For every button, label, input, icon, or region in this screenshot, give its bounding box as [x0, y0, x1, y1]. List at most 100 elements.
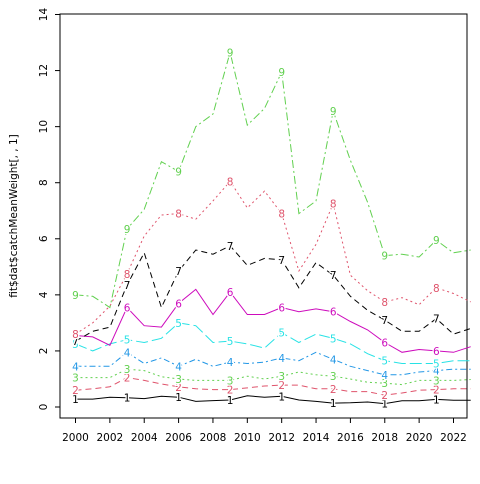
series-point-label: 2	[175, 382, 182, 394]
series-point-label: 3	[227, 375, 234, 387]
series-point-label: 7	[433, 314, 440, 326]
series-point-label: 5	[330, 333, 337, 345]
series-point-label: 2	[330, 384, 337, 396]
x-tick-label: 2000	[62, 432, 89, 444]
series-line-2	[75, 377, 471, 396]
series-point-label: 1	[124, 393, 131, 405]
series-point-label: 6	[175, 298, 182, 310]
series-point-label: 8	[175, 209, 182, 221]
y-tick-label: 4	[38, 291, 50, 298]
series-point-label: 4	[278, 353, 285, 365]
series-point-label: 4	[433, 366, 440, 378]
x-axis: 2000 2002 2004 2006 2008 2010 2012 2014 2016 2018…	[62, 418, 467, 444]
series-point-label: 3	[330, 371, 337, 383]
y-tick-label: 10	[38, 120, 50, 133]
series-point-label: 9	[72, 290, 79, 302]
series-point-label: 7	[330, 270, 337, 282]
series-5: 5 5 5 5 5 5 5 5	[71, 317, 471, 372]
series-line-1	[75, 395, 471, 405]
series-point-label: 9	[433, 235, 440, 247]
series-line-8	[75, 180, 471, 335]
series-point-label: 1	[175, 392, 182, 404]
plot-frame	[59, 13, 468, 419]
x-tick-label: 2016	[337, 432, 364, 444]
series-point-label: 1	[381, 399, 388, 411]
series-point-label: 8	[330, 199, 337, 211]
series-point-label: 1	[227, 395, 234, 407]
series-point-label: 3	[124, 364, 131, 376]
series-point-label: 6	[72, 331, 79, 343]
series-point-label: 1	[278, 391, 285, 403]
series-point-label: 3	[433, 375, 440, 387]
series-point-label: 5	[124, 335, 131, 347]
series-point-label: 4	[72, 361, 79, 373]
series-point-label: 2	[381, 390, 388, 402]
x-tick-label: 2022	[440, 432, 467, 444]
series-point-label: 8	[72, 329, 79, 341]
series-point-label: 2	[124, 373, 131, 385]
series-point-label: 2	[433, 385, 440, 397]
y-tick-label: 12	[38, 64, 50, 77]
series-point-label: 6	[227, 287, 234, 299]
series-point-label: 3	[381, 378, 388, 390]
series-point-label: 7	[175, 266, 182, 278]
series-point-label: 1	[330, 398, 337, 410]
series-point-label: 1	[433, 394, 440, 406]
series-point-label: 4	[124, 347, 131, 359]
series-point-label: 9	[175, 167, 182, 179]
series-point-label: 8	[227, 176, 234, 188]
series-point-label: 5	[175, 318, 182, 330]
y-tick-label: 0	[38, 404, 50, 411]
y-tick-label: 8	[38, 179, 50, 186]
series-1: 1 1 1 1 1 1 1 1	[71, 390, 471, 412]
x-tick-label: 2012	[268, 432, 295, 444]
series-point-label: 6	[124, 302, 131, 314]
series-point-label: 7	[124, 280, 131, 292]
series-line-5	[75, 322, 471, 364]
series-4: 4 4 4 4 4 4 4 4	[71, 346, 471, 383]
series-point-label: 7	[278, 255, 285, 267]
series-point-label: 7	[227, 241, 234, 253]
x-tick-label: 2020	[406, 432, 433, 444]
series-3: 3 3 3 3 3 3 3 3	[71, 363, 471, 391]
series-point-label: 8	[381, 297, 388, 309]
series-point-label: 3	[72, 373, 79, 385]
series-point-label: 1	[72, 394, 79, 406]
x-tick-label: 2006	[165, 432, 192, 444]
series-point-label: 9	[227, 47, 234, 59]
series-point-label: 2	[227, 385, 234, 397]
x-tick-label: 2018	[371, 432, 398, 444]
series-point-label: 4	[330, 354, 337, 366]
series-point-label: 9	[381, 251, 388, 263]
series-line-7	[75, 245, 471, 342]
series-2: 2 2 2 2 2 2 2 2	[71, 371, 471, 403]
series-point-label: 8	[278, 209, 285, 221]
series-line-6	[75, 288, 471, 353]
series-line-3	[75, 368, 471, 386]
series-9: 9 9 9 9 9 9 9 9	[71, 46, 471, 309]
x-tick-label: 2002	[96, 432, 123, 444]
y-tick-label: 14	[38, 8, 50, 22]
series-point-label: 5	[381, 356, 388, 368]
series-point-label: 7	[72, 336, 79, 348]
series-point-label: 3	[278, 371, 285, 383]
series-point-label: 4	[175, 361, 182, 373]
y-axis-label: fit$dat$catchMeanWeight[, , 1]	[8, 134, 20, 297]
series-6: 6 6 6 6 6 6 6 6	[71, 286, 471, 359]
series-point-label: 9	[330, 106, 337, 118]
series-point-label: 4	[381, 370, 388, 382]
series-point-label: 5	[72, 339, 79, 351]
y-tick-label: 2	[38, 348, 50, 355]
series-point-label: 5	[278, 328, 285, 340]
series-point-label: 6	[278, 302, 285, 314]
series-point-label: 9	[124, 224, 131, 236]
series-point-label: 2	[278, 380, 285, 392]
x-tick-label: 2014	[303, 432, 330, 444]
y-axis: 0 2 4 6 8 10 12 14	[38, 8, 60, 411]
series-point-label: 5	[433, 359, 440, 371]
series-line-9	[75, 52, 471, 309]
series-point-label: 7	[381, 315, 388, 327]
